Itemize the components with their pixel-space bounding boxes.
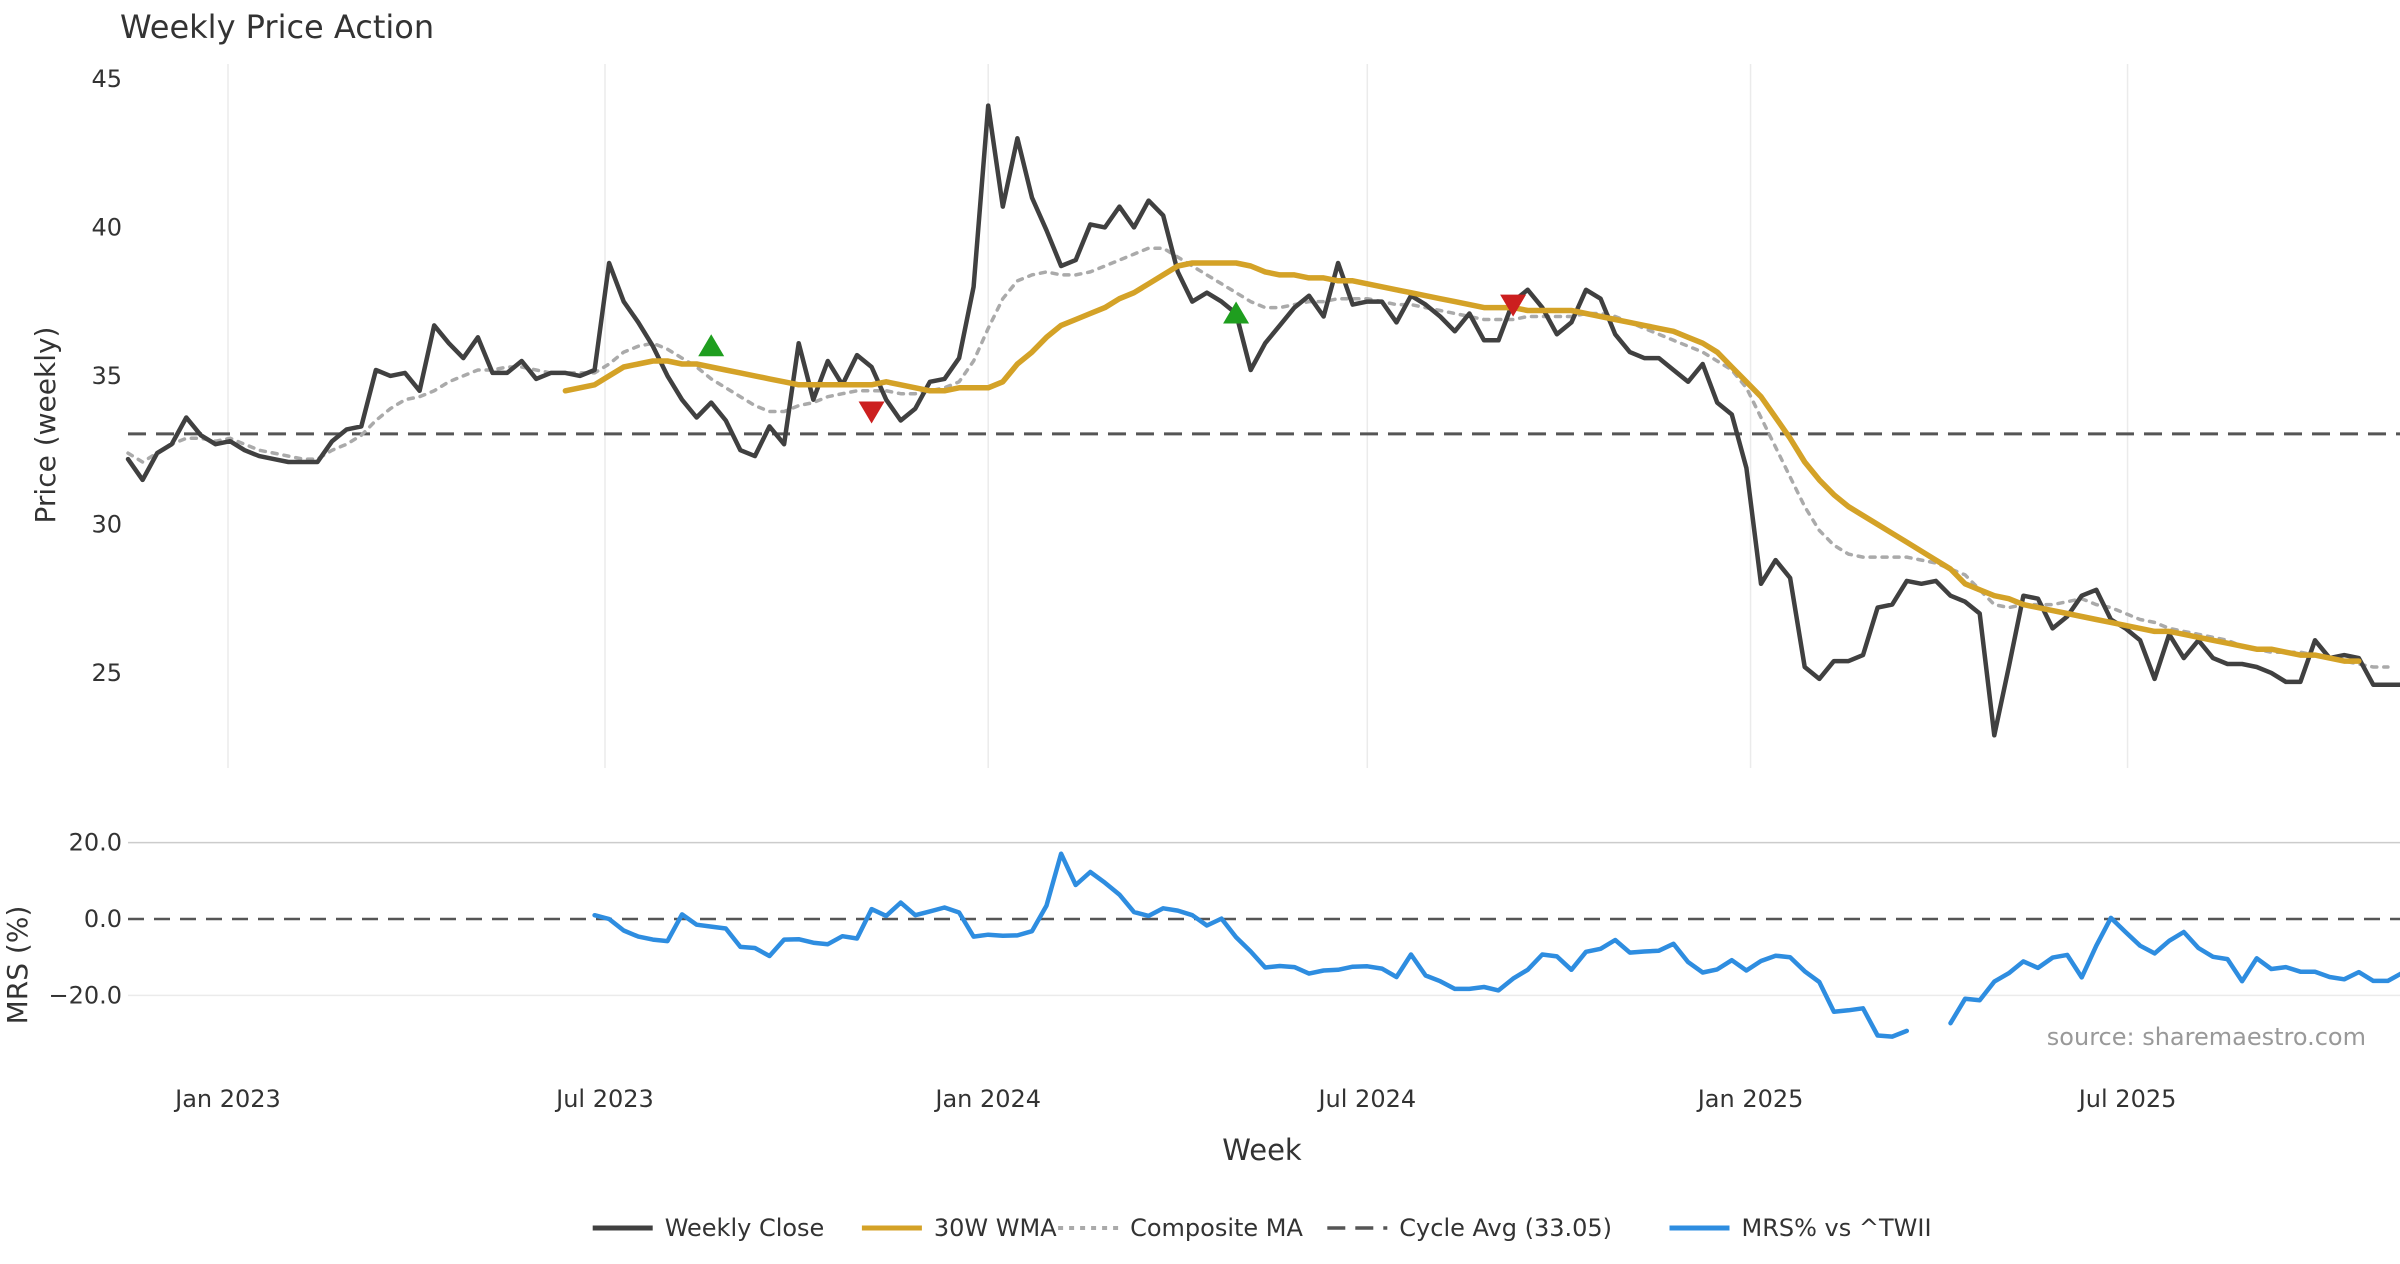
legend-label: 30W WMA xyxy=(934,1214,1057,1242)
chart-title: Weekly Price Action xyxy=(120,8,434,46)
legend-label: Weekly Close xyxy=(665,1214,825,1242)
x-tick-label: Jul 2024 xyxy=(1316,1085,1416,1113)
mrs-y-axis-label: MRS (%) xyxy=(1,906,34,1025)
price-y-tick-label: 25 xyxy=(91,659,122,687)
source-credit: source: sharemaestro.com xyxy=(2047,1023,2366,1051)
price-y-tick-label: 35 xyxy=(91,362,122,390)
mrs-y-tick-label: 20.0 xyxy=(69,829,122,857)
price-y-tick-label: 40 xyxy=(91,213,122,241)
mrs-y-tick-label: 0.0 xyxy=(84,905,122,933)
x-tick-label: Jan 2024 xyxy=(933,1085,1041,1113)
x-tick-label: Jul 2025 xyxy=(2077,1085,2177,1113)
x-tick-label: Jan 2025 xyxy=(1696,1085,1804,1113)
price-y-tick-label: 45 xyxy=(91,65,122,93)
price-y-axis-label: Price (weekly) xyxy=(29,327,62,524)
x-tick-label: Jul 2023 xyxy=(554,1085,654,1113)
legend-label: Cycle Avg (33.05) xyxy=(1399,1214,1612,1242)
price-y-tick-label: 30 xyxy=(91,510,122,538)
mrs-y-tick-label: −20.0 xyxy=(48,981,122,1009)
x-tick-label: Jan 2023 xyxy=(173,1085,281,1113)
x-axis-label: Week xyxy=(1222,1133,1302,1167)
legend-label: Composite MA xyxy=(1130,1214,1303,1242)
legend-label: MRS% vs ^TWII xyxy=(1742,1214,1932,1242)
